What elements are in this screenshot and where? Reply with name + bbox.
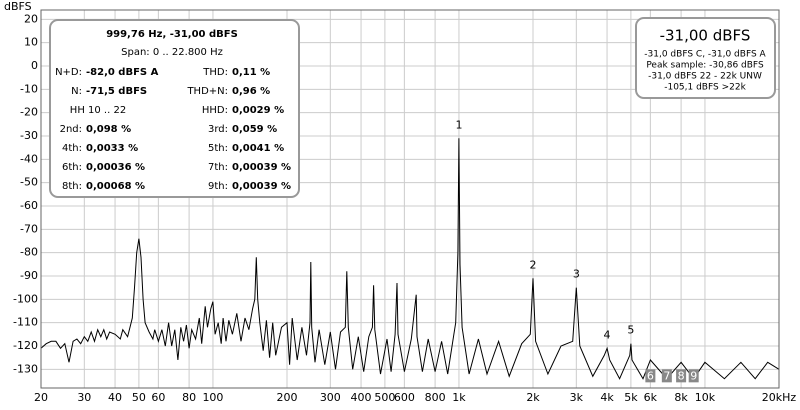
- info-value: 0,00039 %: [232, 162, 291, 173]
- info-value: 0,0033 %: [86, 143, 138, 154]
- info-value: 0,00039 %: [232, 181, 291, 192]
- y-tick-label: -130: [13, 362, 38, 375]
- info-label: 8th:: [62, 181, 82, 192]
- x-tick-label: 4k: [600, 391, 614, 404]
- marker-label: 3: [573, 268, 580, 281]
- marker-label: 5: [627, 324, 634, 337]
- y-tick-label: -80: [20, 246, 38, 259]
- marker-label: 6: [647, 369, 654, 382]
- y-tick-label: -100: [13, 292, 38, 305]
- x-tick-label: 300: [320, 391, 341, 404]
- y-axis-label: dBFS: [4, 0, 32, 13]
- info-label: 2nd:: [60, 124, 82, 135]
- spectrum-line: [40, 138, 780, 380]
- info-value: 0,00068 %: [86, 181, 145, 192]
- y-tick-label: 20: [24, 12, 38, 25]
- x-tick-label: 60: [151, 391, 165, 404]
- x-tick-label: 6k: [644, 391, 658, 404]
- marker-label: 1: [455, 118, 462, 131]
- info-label: 7th:: [208, 162, 228, 173]
- y-tick-label: -10: [20, 82, 38, 95]
- info-label: 4th:: [62, 143, 82, 154]
- info-frame: [49, 19, 300, 198]
- y-tick-label: 10: [24, 36, 38, 49]
- marker-label: 9: [690, 369, 697, 382]
- peak-line: -31,0 dBFS C, -31,0 dBFS A: [644, 50, 766, 60]
- info-box: 999,76 Hz, -31,00 dBFS Span: 0 .. 22.800…: [49, 19, 300, 198]
- y-tick-label: -30: [20, 129, 38, 142]
- x-tick-label: 200: [277, 391, 298, 404]
- marker-box: [661, 369, 672, 383]
- y-tick-label: -40: [20, 152, 38, 165]
- marker-box: [676, 369, 687, 383]
- info-label: N+D:: [55, 67, 82, 78]
- y-tick-label: -120: [13, 339, 38, 352]
- x-tick-label: 2k: [526, 391, 540, 404]
- x-tick-label: 100: [202, 391, 223, 404]
- y-tick-label: -110: [13, 316, 38, 329]
- info-value: 0,059 %: [232, 124, 277, 135]
- marker-box: [688, 369, 699, 383]
- info-value: 0,00036 %: [86, 162, 145, 173]
- info-value: 0,96 %: [232, 86, 270, 97]
- info-value: 0,11 %: [232, 67, 270, 78]
- marker-label: 8: [678, 369, 685, 382]
- y-tick-label: -70: [20, 222, 38, 235]
- x-tick-label: 10k: [695, 391, 716, 404]
- x-tick-label: 500: [374, 391, 395, 404]
- info-label: 9th:: [208, 181, 228, 192]
- info-value: -71,5 dBFS: [86, 86, 147, 97]
- x-tick-label: 400: [351, 391, 372, 404]
- info-label: HH 10 .. 22: [70, 105, 126, 116]
- peak-level: -31,00 dBFS: [660, 27, 751, 45]
- plot-frame: [40, 9, 780, 389]
- x-tick-label: 8k: [674, 391, 688, 404]
- info-value: 0,0029 %: [232, 105, 284, 116]
- x-tick-label: 800: [425, 391, 446, 404]
- marker-label: 2: [530, 258, 537, 271]
- info-label: THD:: [202, 67, 228, 78]
- info-span: Span: 0 .. 22.800 Hz: [121, 47, 223, 58]
- x-tick-label: 30: [77, 391, 91, 404]
- x-tick-label: 3k: [570, 391, 584, 404]
- info-label: THD+N:: [186, 86, 228, 97]
- info-label: 6th:: [62, 162, 82, 173]
- y-tick-label: -90: [20, 269, 38, 282]
- x-tick-label: 20kHz: [762, 391, 797, 404]
- peak-line: -105,1 dBFS >22k: [664, 83, 746, 93]
- marker-box: [645, 369, 656, 383]
- x-tick-label: 80: [182, 391, 196, 404]
- peak-line: -31,0 dBFS 22 - 22k UNW: [648, 72, 762, 82]
- x-tick-label: 20: [34, 391, 48, 404]
- info-value: 0,0041 %: [232, 143, 284, 154]
- peak-frame: [635, 17, 776, 99]
- y-tick-label: -60: [20, 199, 38, 212]
- x-tick-label: 5k: [624, 391, 638, 404]
- x-tick-label: 1k: [452, 391, 466, 404]
- y-tick-label: -50: [20, 176, 38, 189]
- peak-line: Peak sample: -30,86 dBFS: [646, 61, 764, 71]
- info-label: HHD:: [202, 105, 228, 116]
- y-tick-label: -20: [20, 106, 38, 119]
- info-label: 3rd:: [208, 124, 228, 135]
- info-label: N:: [71, 86, 82, 97]
- info-value: 0,098 %: [86, 124, 131, 135]
- marker-label: 7: [663, 369, 670, 382]
- peak-box: -31,00 dBFS -31,0 dBFS C, -31,0 dBFS APe…: [635, 17, 776, 99]
- info-label: 5th:: [208, 143, 228, 154]
- y-tick-label: 0: [31, 59, 38, 72]
- marker-label: 4: [604, 328, 611, 341]
- info-header: 999,76 Hz, -31,00 dBFS: [106, 29, 238, 40]
- x-tick-label: 40: [108, 391, 122, 404]
- plot: [40, 138, 780, 380]
- info-value: -82,0 dBFS A: [86, 67, 159, 78]
- x-tick-label: 600: [394, 391, 415, 404]
- x-tick-label: 50: [132, 391, 146, 404]
